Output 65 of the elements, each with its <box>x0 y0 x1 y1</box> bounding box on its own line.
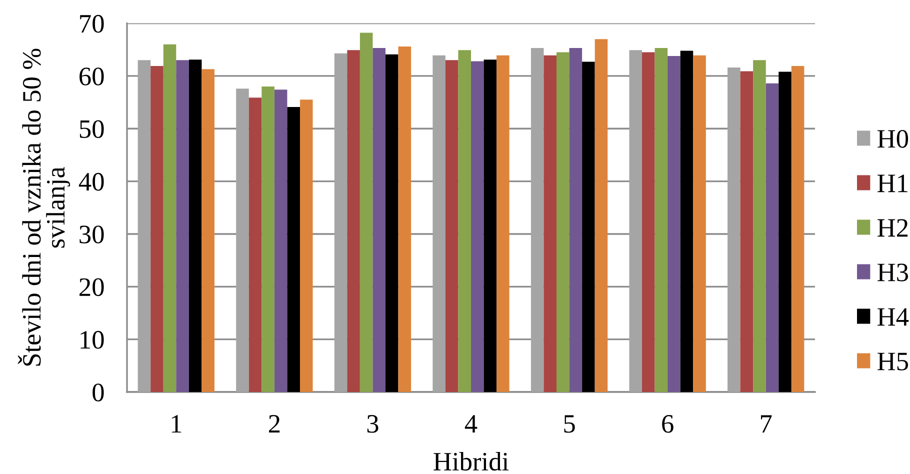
bar <box>445 60 458 392</box>
x-tick-label: 4 <box>464 415 478 433</box>
y-tick-label: 50 <box>80 120 104 138</box>
bar <box>398 46 412 392</box>
x-tick-label: 1 <box>172 415 182 433</box>
bar <box>791 66 804 392</box>
x-tick-label: 7 <box>761 415 772 433</box>
x-tick-label: 2 <box>268 415 280 433</box>
bar <box>594 39 608 392</box>
x-tick-label: 3 <box>367 415 378 433</box>
bar <box>740 71 754 392</box>
bar <box>188 60 202 392</box>
bar <box>372 48 386 392</box>
bar <box>766 83 779 392</box>
bar <box>202 69 214 392</box>
bar <box>654 48 668 392</box>
bar <box>680 50 694 392</box>
bar <box>138 60 151 392</box>
bar <box>642 52 655 392</box>
bar <box>385 54 398 392</box>
bar <box>556 52 570 392</box>
bar <box>248 98 262 392</box>
y-tick-label: 20 <box>80 278 104 296</box>
bar <box>300 100 313 392</box>
bar <box>150 66 164 392</box>
y-tick-label: 30 <box>80 226 104 244</box>
bar <box>458 50 471 392</box>
y-axis-title: Število dni od vznika do 50 % svilanja <box>18 48 70 366</box>
y-tick-label: 10 <box>80 330 104 349</box>
bar <box>432 55 446 392</box>
y-tick-label: 60 <box>80 68 104 86</box>
bar <box>163 44 176 392</box>
y-tick-label: 40 <box>78 172 104 191</box>
legend-label: H1 <box>878 174 908 192</box>
legend-label: H2 <box>878 219 908 237</box>
bar <box>287 107 300 392</box>
y-tick-label: 70 <box>80 14 104 33</box>
bar <box>347 50 360 392</box>
bar <box>629 50 642 392</box>
legend-label: H4 <box>878 308 909 326</box>
x-tick-label: 5 <box>564 415 575 433</box>
bar <box>693 55 706 392</box>
bar <box>530 48 544 392</box>
bar <box>778 72 792 392</box>
bar <box>753 60 766 392</box>
bar <box>176 60 189 392</box>
bar <box>236 88 249 392</box>
legend-label: H5 <box>878 352 908 370</box>
bar <box>334 53 348 392</box>
bar <box>471 61 484 392</box>
bar <box>496 55 510 392</box>
bar <box>668 56 680 392</box>
bar <box>360 32 373 392</box>
bar <box>484 60 497 392</box>
bar <box>262 86 274 392</box>
y-tick-label: 0 <box>92 384 104 402</box>
legend-label: H3 <box>878 264 908 282</box>
bar <box>582 62 595 392</box>
legend-label: H0 <box>878 130 908 148</box>
x-axis-title: Hibridi <box>434 452 509 471</box>
bar <box>274 90 288 392</box>
bar <box>569 48 582 392</box>
bar <box>728 68 740 392</box>
x-tick-label: 6 <box>662 415 674 433</box>
bar <box>544 55 557 392</box>
